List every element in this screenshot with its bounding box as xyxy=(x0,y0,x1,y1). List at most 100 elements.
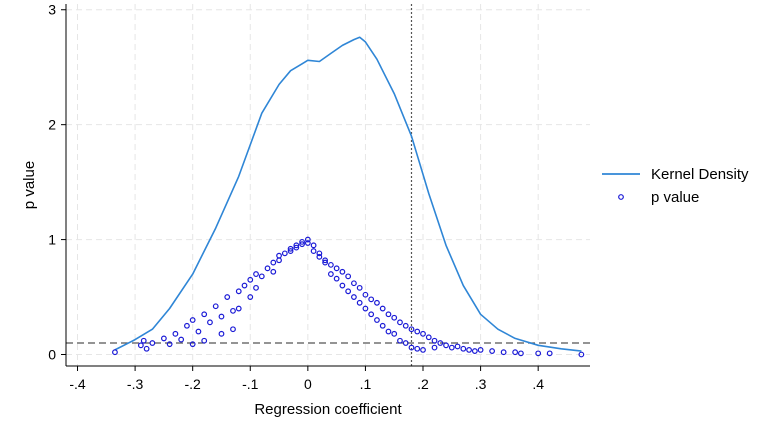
scatter-point xyxy=(333,275,340,282)
scatter-point xyxy=(368,311,375,318)
scatter-point xyxy=(270,259,277,266)
scatter-point xyxy=(437,340,444,346)
scatter-point xyxy=(351,294,357,300)
legend-points-swatch xyxy=(618,194,624,200)
scatter-point xyxy=(304,240,311,246)
scatter-point xyxy=(402,322,409,329)
y-tick-label: 2 xyxy=(48,117,56,133)
scatter-point xyxy=(327,271,334,277)
scatter-point xyxy=(443,342,449,349)
scatter-point xyxy=(339,268,346,275)
scatter-point xyxy=(247,276,254,283)
scatter-point xyxy=(189,317,196,323)
scatter-point xyxy=(276,257,282,264)
scatter-point xyxy=(241,282,248,289)
scatter-point xyxy=(166,341,173,348)
scatter-point xyxy=(397,319,403,326)
scatter-point xyxy=(471,348,478,354)
scatter-point xyxy=(414,328,421,335)
scatter-point xyxy=(368,296,375,303)
scatter-point xyxy=(189,341,196,348)
scatter-point xyxy=(431,337,438,344)
scatter-point xyxy=(391,314,398,321)
points-layer xyxy=(112,236,585,358)
scatter-point xyxy=(385,311,392,318)
scatter-point xyxy=(374,299,380,306)
scatter-point xyxy=(258,273,265,280)
grid-layer xyxy=(66,4,590,366)
scatter-point xyxy=(512,349,519,356)
reference-lines xyxy=(66,4,590,366)
y-tick-label: 0 xyxy=(48,347,56,363)
scatter-point xyxy=(351,280,357,287)
scatter-point xyxy=(281,250,288,257)
scatter-point xyxy=(299,238,305,245)
scatter-point xyxy=(172,330,179,337)
scatter-point xyxy=(149,340,156,346)
scatter-point xyxy=(293,244,300,251)
scatter-point xyxy=(362,305,369,312)
scatter-point xyxy=(327,261,334,268)
scatter-point xyxy=(379,322,386,329)
x-tick-label: .1 xyxy=(360,376,372,392)
x-tick-label: -.1 xyxy=(242,376,259,392)
scatter-point xyxy=(379,305,386,312)
scatter-point xyxy=(402,340,409,346)
x-axis-title: Regression coefficient xyxy=(254,401,402,418)
scatter-point xyxy=(391,330,398,337)
scatter-point xyxy=(235,305,242,312)
scatter-point xyxy=(420,347,426,353)
x-tick-label: 0 xyxy=(304,376,312,392)
scatter-point xyxy=(218,313,225,320)
scatter-point xyxy=(431,344,438,351)
kernel-density-line xyxy=(114,36,582,352)
scatter-point xyxy=(218,330,225,337)
scatter-point xyxy=(235,288,242,295)
scatter-point xyxy=(425,334,432,341)
scatter-point xyxy=(201,311,208,318)
density-layer xyxy=(114,36,582,352)
scatter-point xyxy=(356,299,363,306)
scatter-point xyxy=(362,291,369,298)
scatter-point xyxy=(322,259,329,266)
scatter-point xyxy=(546,350,553,357)
scatter-point xyxy=(477,347,484,353)
y-axis-title: p value xyxy=(21,161,38,209)
scatter-point xyxy=(374,317,380,323)
y-tick-label: 3 xyxy=(48,2,56,18)
scatter-point xyxy=(408,344,415,351)
scatter-point xyxy=(518,350,524,357)
scatter-point xyxy=(310,242,317,249)
scatter-point xyxy=(276,252,282,259)
scatter-point xyxy=(535,350,542,357)
scatter-point xyxy=(385,328,392,335)
scatter-point xyxy=(140,337,147,344)
scatter-point xyxy=(112,349,118,356)
scatter-point xyxy=(201,337,208,344)
ticks-layer: -.4 -.3 -.2 -.1 0 .1 .2 .3 .4 0 1 2 3 xyxy=(48,2,544,392)
scatter-point xyxy=(414,345,421,352)
scatter-point xyxy=(230,326,236,333)
scatter-point xyxy=(195,328,202,335)
x-tick-label: .4 xyxy=(532,376,544,392)
legend: Kernel Density p value xyxy=(602,166,749,206)
scatter-point xyxy=(253,271,259,277)
scatter-point xyxy=(160,335,167,342)
scatter-point xyxy=(322,257,329,264)
scatter-point xyxy=(448,344,455,351)
scatter-point xyxy=(408,326,415,333)
scatter-point xyxy=(253,284,259,291)
scatter-point xyxy=(230,307,236,314)
scatter-point xyxy=(264,265,271,272)
scatter-point xyxy=(339,282,346,289)
scatter-point xyxy=(345,288,352,295)
scatter-point xyxy=(224,294,231,300)
x-tick-label: -.4 xyxy=(69,376,86,392)
scatter-point xyxy=(178,336,185,343)
scatter-point xyxy=(454,343,461,350)
scatter-point xyxy=(500,349,507,356)
scatter-point xyxy=(356,284,363,291)
scatter-point xyxy=(137,342,144,349)
scatter-point xyxy=(316,253,323,260)
